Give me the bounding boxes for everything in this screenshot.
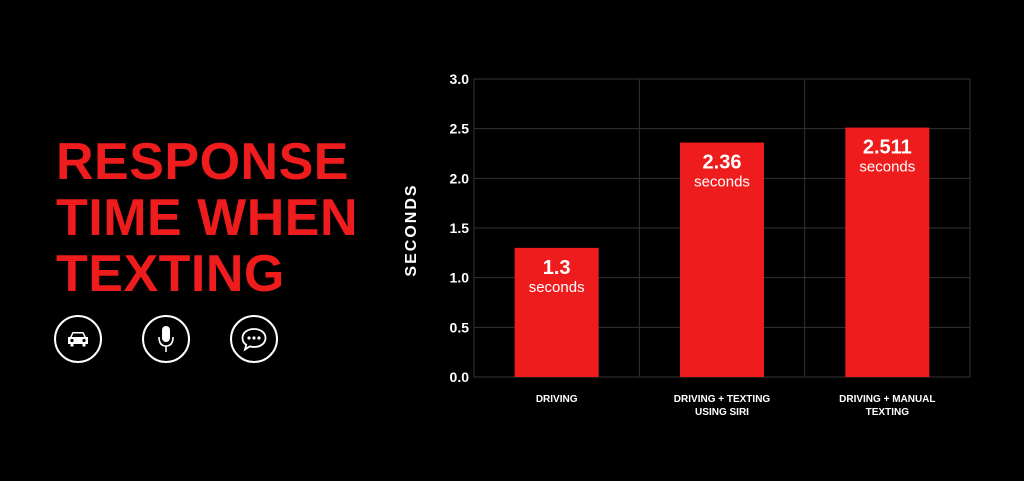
y-tick-label: 2.0 <box>450 170 470 186</box>
chat-icon <box>230 315 278 363</box>
y-tick-label: 1.5 <box>450 220 470 236</box>
data-unit-label: seconds <box>529 279 585 296</box>
y-tick-label: 2.5 <box>450 121 470 137</box>
y-tick-label: 0.0 <box>450 369 470 385</box>
y-tick-label: 1.0 <box>450 270 470 286</box>
title-line-2: TIME WHEN <box>56 189 359 247</box>
x-tick-label: TEXTING <box>866 407 910 418</box>
x-tick-label: DRIVING <box>536 394 578 405</box>
x-tick-label: USING SIRI <box>695 407 749 418</box>
data-unit-label: seconds <box>859 159 915 176</box>
data-unit-label: seconds <box>694 174 750 191</box>
x-tick-label: DRIVING + TEXTING <box>674 394 771 405</box>
data-label: 2.511 <box>863 137 912 159</box>
title-line-1: RESPONSE <box>56 133 349 191</box>
bar <box>514 247 599 377</box>
bar <box>845 127 930 377</box>
title-line-3: TEXTING <box>56 245 285 303</box>
page-title: RESPONSE TIME WHEN TEXTING <box>56 134 396 302</box>
car-icon <box>54 315 102 363</box>
data-label: 1.3 <box>543 257 571 279</box>
x-tick-label: DRIVING + MANUAL <box>839 394 935 405</box>
bar <box>680 142 764 377</box>
microphone-icon <box>142 315 190 363</box>
data-label: 2.36 <box>703 152 742 174</box>
y-tick-label: 0.5 <box>450 319 470 335</box>
y-tick-label: 3.0 <box>450 71 470 87</box>
